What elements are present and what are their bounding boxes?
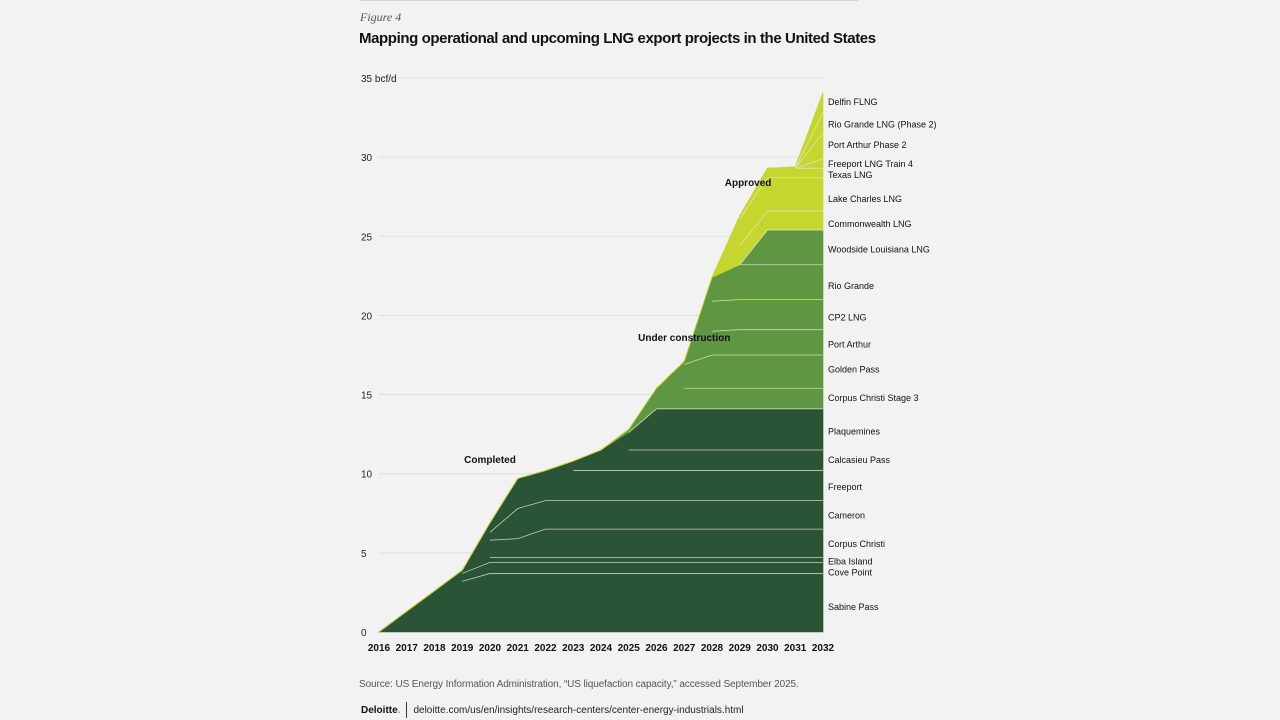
- divider-cove-point: [462, 561, 823, 574]
- x-tick-label: 2031: [784, 643, 807, 654]
- series-label-plaquemines: Plaquemines: [828, 426, 881, 436]
- x-tick-label: 2025: [618, 643, 641, 654]
- x-tick-label: 2020: [479, 643, 502, 654]
- divider-cp2-lng: [711, 299, 823, 302]
- divider-rio-grande-lng-phase-2: [794, 112, 824, 169]
- divider-woodside-louisiana-lng: [739, 229, 823, 266]
- series-label-freeport-lng-train-4: Freeport LNG Train 4: [828, 159, 913, 169]
- y-tick-label: 0: [361, 628, 367, 639]
- series-label-port-arthur: Port Arthur: [828, 339, 871, 349]
- group-label-under-construction: Under construction: [638, 333, 730, 344]
- series-label-woodside-louisiana-lng: Woodside Louisiana LNG: [828, 244, 930, 254]
- series-label-freeport: Freeport: [828, 482, 863, 492]
- divider-corpus-christi: [489, 528, 823, 541]
- divider-port-arthur: [711, 329, 823, 332]
- y-tick-label: 20: [361, 311, 373, 322]
- chart-title: Mapping operational and upcoming LNG exp…: [359, 30, 876, 47]
- series-label-corpus-christi: Corpus Christi: [828, 539, 885, 549]
- divider-golden-pass: [684, 354, 823, 365]
- area-sabine-pass: [378, 573, 824, 633]
- x-tick-label: 2029: [729, 643, 752, 654]
- x-tick-label: 2030: [756, 643, 779, 654]
- divider-freeport-lng-train-4: [795, 158, 824, 169]
- divider-lake-charles-lng: [739, 177, 823, 220]
- series-label-golden-pass: Golden Pass: [828, 365, 880, 375]
- series-label-port-arthur-phase-2: Port Arthur Phase 2: [828, 140, 907, 150]
- x-tick-label: 2027: [673, 643, 696, 654]
- series-label-cove-point: Cove Point: [828, 567, 873, 577]
- y-tick-label: 15: [361, 391, 373, 402]
- series-label-sabine-pass: Sabine Pass: [828, 602, 879, 612]
- series-label-cameron: Cameron: [828, 510, 865, 520]
- x-tick-label: 2032: [812, 643, 835, 654]
- y-tick-label: 30: [361, 153, 373, 164]
- series-dividers: [462, 112, 824, 582]
- area-delfin-flng: [378, 92, 824, 633]
- y-tick-label: 5: [361, 549, 367, 560]
- x-tick-label: 2024: [590, 643, 613, 654]
- x-tick-label: 2021: [507, 643, 530, 654]
- y-tick-label: 25: [361, 232, 373, 243]
- source-note: Source: US Energy Information Administra…: [359, 679, 799, 690]
- series-label-delfin-flng: Delfin FLNG: [828, 97, 878, 107]
- group-labels: Completed Under construction Approved: [464, 178, 771, 466]
- x-tick-label: 2022: [534, 643, 557, 654]
- y-axis-ticks: 0 5 10 15 20 25 30 35 bcf/d: [361, 74, 397, 639]
- divider-cameron: [489, 500, 823, 533]
- top-rule: [360, 0, 858, 1]
- series-label-cp2-lng: CP2 LNG: [828, 313, 867, 323]
- x-tick-label: 2018: [423, 643, 446, 654]
- x-tick-label: 2028: [701, 643, 724, 654]
- y-tick-label: 10: [361, 470, 373, 481]
- x-tick-label: 2016: [368, 643, 391, 654]
- series-label-elba-island: Elba Island: [828, 556, 873, 566]
- series-label-corpus-christi-stage-3: Corpus Christi Stage 3: [828, 393, 919, 403]
- group-label-completed: Completed: [464, 455, 516, 466]
- series-label-calcasieu-pass: Calcasieu Pass: [828, 455, 891, 465]
- x-tick-label: 2023: [562, 643, 585, 654]
- series-label-commonwealth-lng: Commonwealth LNG: [828, 219, 912, 229]
- footer: Deloitte. deloitte.com/us/en/insights/re…: [361, 702, 744, 718]
- series-label-rio-grande-lng-phase-2: Rio Grande LNG (Phase 2): [828, 119, 937, 129]
- series-label-rio-grande: Rio Grande: [828, 281, 874, 291]
- footer-divider: [406, 702, 408, 718]
- deloitte-logo[interactable]: Deloitte.: [361, 704, 401, 716]
- y-tick-label: 35 bcf/d: [361, 74, 397, 85]
- figure-label: Figure 4: [360, 10, 402, 24]
- divider-sabine-pass: [462, 573, 823, 582]
- x-tick-label: 2026: [645, 643, 668, 654]
- footer-link[interactable]: deloitte.com/us/en/insights/research-cen…: [413, 704, 744, 716]
- area-series-layer: [378, 92, 824, 633]
- series-label-texas-lng: Texas LNG: [828, 170, 873, 180]
- x-tick-label: 2017: [396, 643, 419, 654]
- divider-port-arthur-phase-2: [794, 133, 824, 169]
- series-label-lake-charles-lng: Lake Charles LNG: [828, 194, 902, 204]
- divider-plaquemines: [628, 408, 823, 433]
- x-axis-ticks: 2016 2017 2018 2019 2020 2021 2022 2023 2024 2025…: [368, 643, 835, 654]
- divider-commonwealth-lng: [739, 210, 823, 247]
- group-label-approved: Approved: [725, 178, 772, 189]
- x-tick-label: 2019: [451, 643, 474, 654]
